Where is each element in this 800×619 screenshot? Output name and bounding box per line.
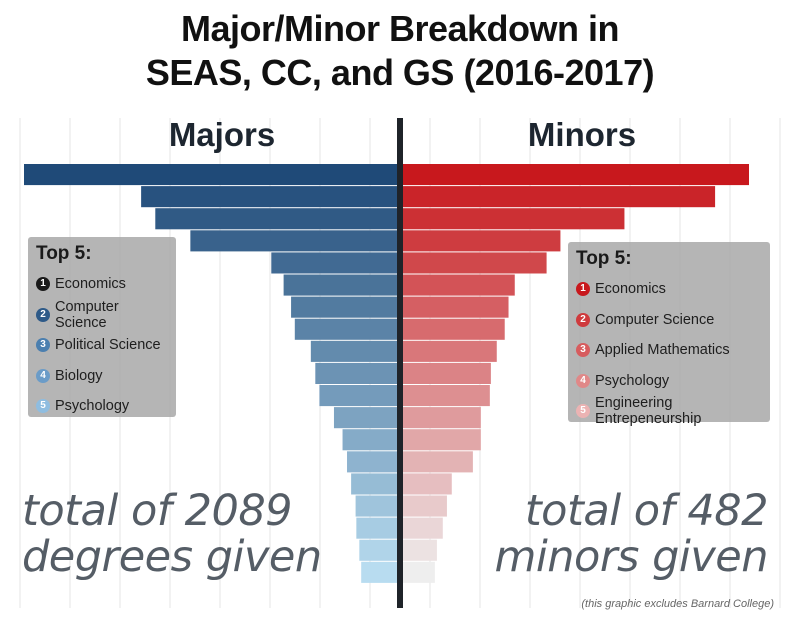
minors-bar [403, 208, 625, 230]
minors-top5-title: Top 5: [576, 248, 632, 269]
majors-bar [333, 407, 397, 429]
majors-bar [310, 340, 397, 362]
majors-bar [24, 164, 397, 186]
minors-bar [403, 362, 491, 384]
center-divider [397, 118, 403, 608]
minors-top5-item: 5 Engineering Entrepeneurship [576, 395, 762, 428]
minors-bar [403, 230, 561, 252]
majors-bar [347, 451, 397, 473]
rank-badge: 4 [576, 373, 590, 388]
minors-top5-item: 4 Psychology [576, 366, 762, 397]
rank-badge: 5 [576, 404, 590, 419]
minors-bar [403, 164, 749, 186]
majors-bar [351, 473, 397, 495]
minors-total-line-1: total of 482 [524, 486, 769, 536]
minors-bar [403, 539, 437, 561]
minors-bar [403, 451, 473, 473]
minors-top5-item: 3 Applied Mathematics [576, 335, 762, 366]
majors-bar [271, 252, 397, 274]
majors-bar [155, 208, 397, 230]
majors-top5-label: Biology [55, 367, 103, 384]
rank-badge: 3 [36, 338, 50, 353]
minors-bar [403, 385, 490, 407]
rank-badge: 4 [36, 368, 50, 383]
minors-top5-item: 1 Economics [576, 274, 762, 305]
majors-top5-item: 4 Biology [36, 361, 168, 392]
majors-bar [319, 385, 397, 407]
chart-title-line-2: SEAS, CC, and GS (2016-2017) [145, 52, 655, 93]
majors-top5-item: 3 Political Science [36, 330, 168, 361]
minors-total-line-2: minors given [494, 532, 768, 582]
minors-bar [403, 274, 515, 296]
minors-total-text: total of 482 minors given [494, 488, 768, 580]
majors-total-line-1: total of 2089 [22, 486, 293, 536]
majors-total-line-2: degrees given [22, 532, 322, 582]
majors-bar [190, 230, 397, 252]
majors-bar [283, 274, 397, 296]
minors-bar [403, 517, 443, 539]
majors-bar [359, 539, 397, 561]
majors-bar [291, 296, 397, 318]
minors-heading: Minors [527, 116, 637, 153]
chart-title-line-1: Major/Minor Breakdown in [180, 8, 620, 49]
minors-top5-label: Computer Science [595, 311, 715, 328]
minors-bar [403, 495, 447, 517]
majors-bar [361, 561, 397, 583]
rank-badge: 2 [36, 307, 50, 322]
majors-top5-box: Top 5: 1 Economics 2 Computer Science 3 Pol… [28, 237, 176, 417]
majors-bar [315, 362, 397, 384]
majors-top5-label: Computer Science [55, 298, 119, 331]
majors-top5-label: Economics [55, 276, 126, 293]
majors-top5-label: Psychology [55, 398, 130, 415]
minors-top5-item: 2 Computer Science [576, 305, 762, 336]
minors-bar [403, 318, 505, 340]
rank-badge: 2 [576, 312, 590, 327]
majors-bar [356, 517, 397, 539]
rank-badge: 1 [36, 277, 50, 292]
minors-top5-label: Engineering Entrepeneurship [595, 395, 702, 428]
majors-top5-item: 2 Computer Science [36, 298, 168, 331]
majors-bar [294, 318, 397, 340]
minors-bar [403, 296, 509, 318]
rank-badge: 5 [36, 399, 50, 414]
majors-top5-label: Political Science [55, 337, 161, 354]
majors-top5-title: Top 5: [36, 243, 92, 264]
majors-heading: Majors [168, 116, 276, 153]
footnote: (this graphic excludes Barnard College) [581, 598, 774, 610]
minors-bar [403, 561, 435, 583]
minors-bar [403, 252, 547, 274]
minors-top5-label: Economics [595, 281, 666, 298]
rank-badge: 3 [576, 343, 590, 358]
minors-top5-box: Top 5: 1 Economics 2 Computer Science 3 App… [568, 242, 770, 427]
majors-bar [141, 186, 397, 208]
majors-bar [355, 495, 397, 517]
minors-bar [403, 186, 716, 208]
majors-top5-item: 5 Psychology [36, 391, 168, 422]
minors-bar [403, 473, 452, 495]
majors-top5-item: 1 Economics [36, 269, 168, 300]
majors-total-text: total of 2089 degrees given [22, 488, 322, 580]
minors-bar [403, 340, 497, 362]
minors-top5-label: Applied Mathematics [595, 342, 730, 359]
minors-top5-label: Psychology [595, 372, 670, 389]
minors-bar [403, 429, 481, 451]
rank-badge: 1 [576, 282, 590, 297]
majors-bar [342, 429, 397, 451]
minors-bar [403, 407, 481, 429]
